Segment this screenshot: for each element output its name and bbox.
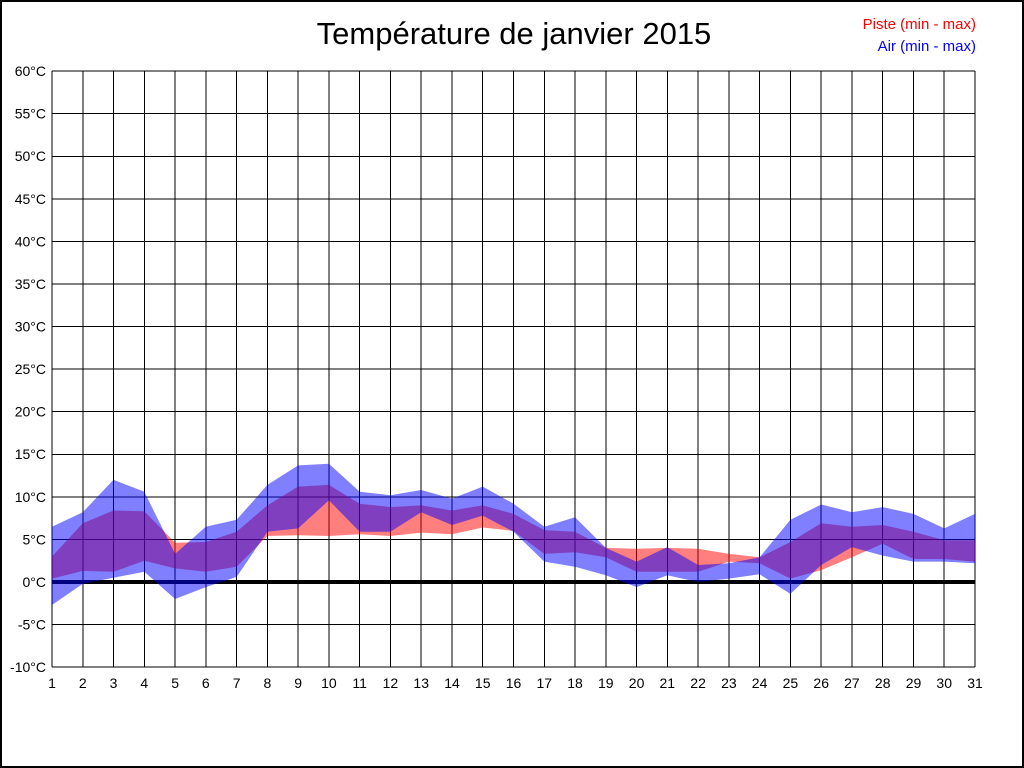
- x-tick-label: 30: [936, 675, 952, 691]
- x-tick-label: 9: [294, 675, 302, 691]
- y-tick-label: 30°C: [15, 319, 46, 335]
- x-tick-label: 20: [629, 675, 645, 691]
- y-tick-label: 55°C: [15, 106, 46, 122]
- x-tick-label: 13: [413, 675, 429, 691]
- page-title: Température de janvier 2015: [316, 16, 712, 51]
- x-tick-label: 4: [140, 675, 148, 691]
- y-tick-label: 45°C: [15, 191, 46, 207]
- x-tick-label: 21: [660, 675, 676, 691]
- y-tick-label: 0°C: [23, 574, 47, 590]
- x-tick-label: 22: [690, 675, 706, 691]
- air-band: [52, 463, 975, 605]
- y-tick-label: 20°C: [15, 404, 46, 420]
- y-tick-label: 5°C: [23, 531, 47, 547]
- legend-item-air: Air (min - max): [877, 38, 976, 55]
- x-tick-label: 7: [233, 675, 241, 691]
- x-tick-label: 18: [567, 675, 583, 691]
- x-tick-label: 10: [321, 675, 337, 691]
- y-tick-label: 25°C: [15, 361, 46, 377]
- x-tick-label: 1: [48, 675, 56, 691]
- x-tick-label: 6: [202, 675, 210, 691]
- x-tick-label: 31: [967, 675, 983, 691]
- x-tick-label: 25: [783, 675, 799, 691]
- x-tick-label: 11: [352, 675, 367, 691]
- x-tick-label: 15: [475, 675, 491, 691]
- x-tick-label: 19: [598, 675, 614, 691]
- x-tick-label: 23: [721, 675, 737, 691]
- x-tick-label: 14: [444, 675, 460, 691]
- y-tick-label: 10°C: [15, 489, 46, 505]
- y-tick-label: 15°C: [15, 446, 46, 462]
- y-tick-label: 60°C: [15, 63, 46, 79]
- x-tick-label: 5: [171, 675, 179, 691]
- x-tick-label: 2: [79, 675, 87, 691]
- y-tick-label: 35°C: [15, 276, 46, 292]
- x-tick-label: 29: [906, 675, 922, 691]
- x-tick-label: 12: [383, 675, 399, 691]
- y-tick-label: 50°C: [15, 148, 46, 164]
- y-tick-label: -10°C: [10, 659, 46, 675]
- y-tick-label: 40°C: [15, 233, 46, 249]
- legend-item-piste: Piste (min - max): [862, 16, 976, 33]
- x-tick-label: 27: [844, 675, 860, 691]
- x-tick-label: 3: [110, 675, 118, 691]
- x-tick-label: 26: [813, 675, 829, 691]
- x-tick-label: 24: [752, 675, 768, 691]
- legend: Piste (min - max) Air (min - max): [863, 14, 976, 58]
- x-tick-label: 8: [264, 675, 272, 691]
- x-tick-label: 28: [875, 675, 891, 691]
- x-tick-label: 16: [506, 675, 522, 691]
- x-tick-label: 17: [537, 675, 553, 691]
- y-tick-label: -5°C: [18, 617, 46, 633]
